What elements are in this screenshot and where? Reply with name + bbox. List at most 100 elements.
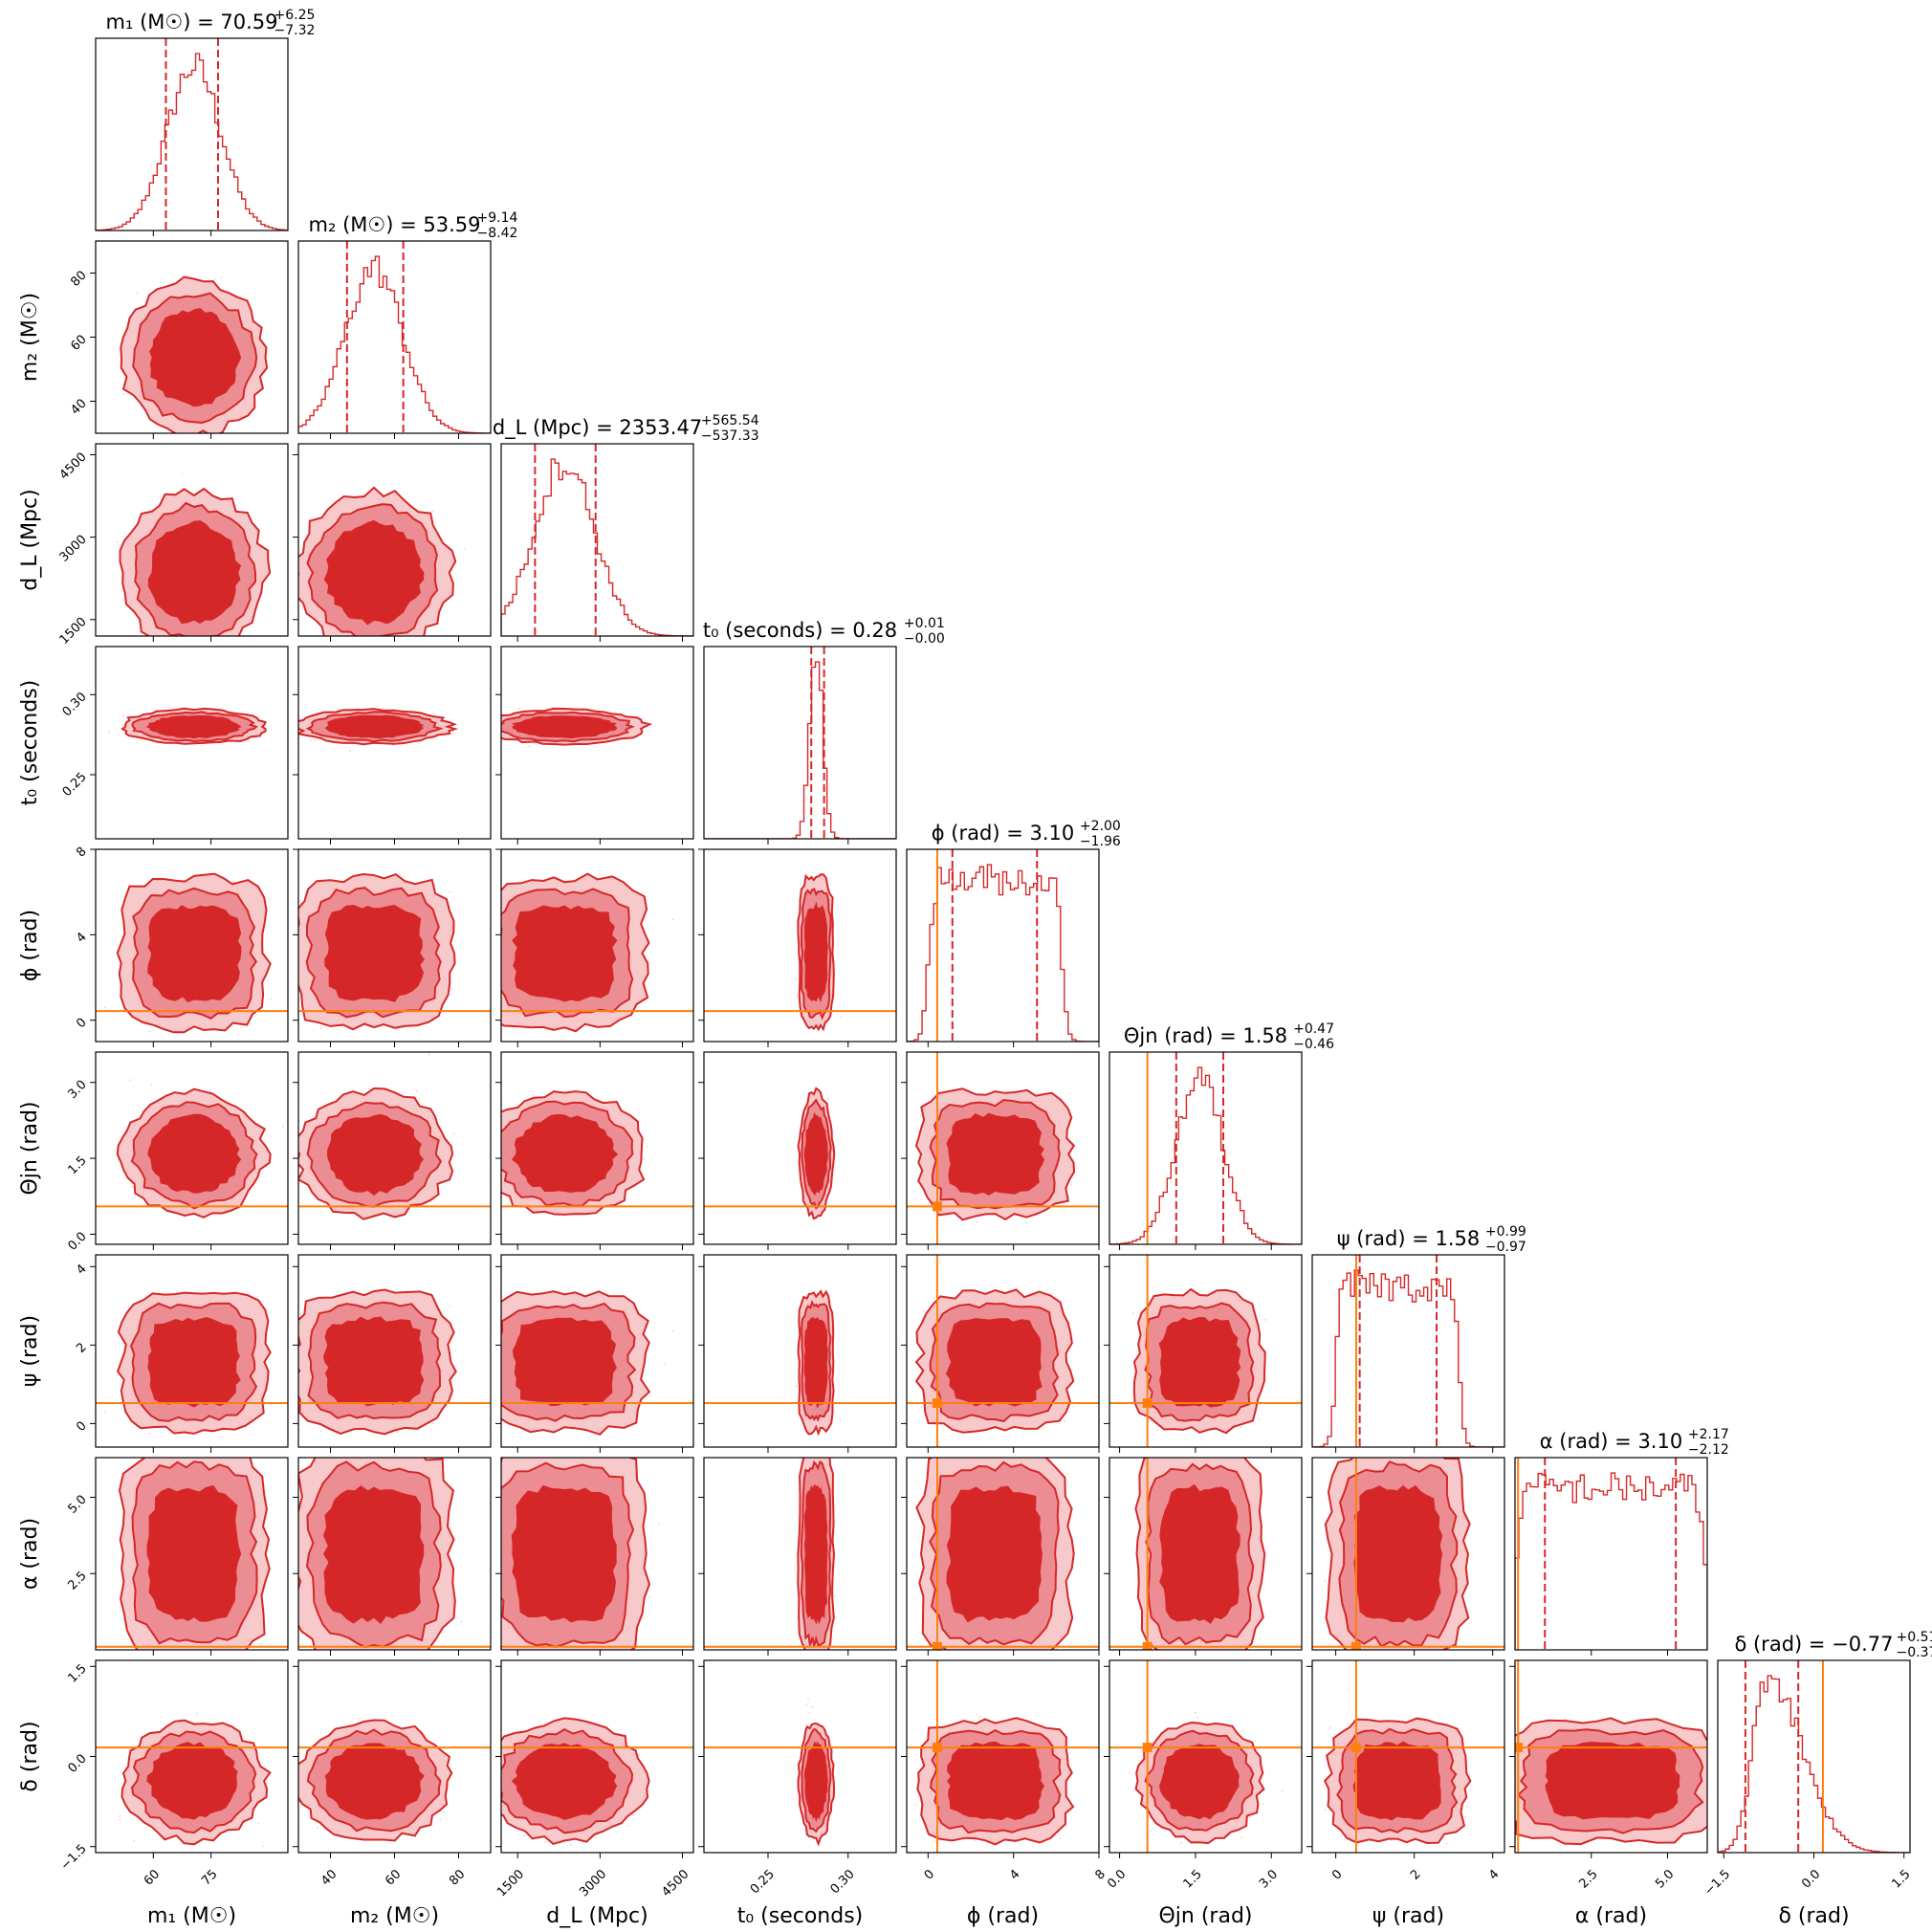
sample-point [1258, 1417, 1261, 1420]
sample-point [253, 649, 255, 651]
sample-point [103, 1006, 106, 1009]
title-t0: t₀ (seconds) = 0.28 [703, 619, 897, 642]
sample-point [269, 999, 272, 1001]
title-plus-theta: +0.47 [1293, 1021, 1334, 1037]
sample-point [796, 1400, 798, 1403]
y-tick-label: 0 [74, 1016, 89, 1031]
panel-m1-alpha: 2.55.0 [65, 1449, 289, 1656]
y-tick-label: 3000 [57, 533, 90, 565]
sample-point [1150, 1420, 1153, 1423]
title-plus-m1: +6.25 [274, 8, 316, 23]
sample-point [269, 1403, 272, 1406]
sample-point [129, 1079, 132, 1082]
histogram-bars [298, 255, 491, 433]
title-minus-theta: −0.46 [1293, 1037, 1334, 1052]
sample-point [498, 1392, 500, 1394]
y-tick-label: 1.5 [65, 1153, 89, 1177]
histogram-bars [907, 864, 1099, 1042]
sample-point [1132, 1311, 1134, 1314]
title-minus-t0: −0.00 [904, 631, 945, 647]
contour-level-3 [149, 308, 242, 407]
panel-phi-theta [901, 1051, 1100, 1250]
sample-point [496, 734, 498, 735]
sample-point [320, 1429, 322, 1432]
y-tick-label: 8 [74, 845, 89, 860]
sample-point [839, 1418, 842, 1421]
contour-level-3 [946, 1112, 1045, 1196]
sample-point [976, 1220, 977, 1223]
y-tick-label: 0.0 [65, 1229, 89, 1253]
panel-frame [500, 646, 694, 840]
contour-level-3 [803, 901, 828, 1003]
y-tick-label: 0 [74, 1418, 89, 1434]
panel-frame [703, 1051, 897, 1245]
sample-point [232, 881, 235, 884]
title-minus-phi: −1.96 [1080, 834, 1121, 849]
title-m1: m₁ (M☉) = 70.59 [106, 11, 278, 33]
sample-point [301, 607, 304, 610]
y-tick-label: 2 [74, 1340, 89, 1355]
sample-point [132, 648, 134, 650]
sample-point [532, 1093, 535, 1096]
sample-point [165, 1449, 167, 1451]
sample-point [148, 1030, 151, 1033]
sample-point [494, 723, 495, 725]
title-phi: ϕ (rad) = 3.10 [932, 822, 1074, 845]
sample-point [1064, 1419, 1066, 1422]
sample-point [289, 565, 291, 567]
sample-point [827, 1097, 830, 1100]
contour-level-3 [324, 904, 425, 1002]
sample-point [349, 750, 352, 752]
injection-marker [932, 1201, 942, 1212]
histogram-theta: Θjn (rad) = 1.58 +0.47−0.46 [1109, 1021, 1334, 1250]
contour-level-3 [147, 1317, 241, 1408]
histogram-phi: ϕ (rad) = 3.10 +2.00−1.96 [906, 819, 1121, 1047]
histogram-psi: ψ (rad) = 1.58 +0.99−0.97 [1311, 1224, 1526, 1453]
sample-point [642, 1157, 645, 1160]
sample-point [796, 995, 798, 998]
contour-level-3 [512, 905, 618, 1002]
sample-point [390, 640, 392, 642]
sample-point [136, 292, 139, 295]
sample-point [933, 1296, 935, 1299]
contour-level-3 [945, 1318, 1043, 1407]
histogram-bars [501, 458, 693, 636]
sample-point [396, 1431, 398, 1433]
title-minus-m2: −8.42 [477, 226, 518, 241]
title-psi: ψ (rad) = 1.58 [1337, 1227, 1480, 1250]
sample-point [122, 714, 125, 717]
sample-point [671, 1329, 674, 1332]
y-tick-label: 60 [68, 333, 89, 354]
title-minus-psi: −0.97 [1485, 1240, 1526, 1255]
sample-point [184, 1217, 187, 1219]
sample-point [1240, 1426, 1242, 1429]
y-tick-label: 0.30 [60, 690, 90, 719]
panel-m2-theta [293, 1051, 492, 1250]
title-plus-psi: +0.99 [1485, 1224, 1526, 1240]
histogram-t0: t₀ (seconds) = 0.28 +0.01−0.00 [703, 616, 945, 845]
sample-point [122, 393, 124, 395]
panel-frame [297, 240, 492, 434]
panel-frame [1109, 1051, 1303, 1245]
contour-level-3 [147, 1113, 242, 1194]
title-m2: m₂ (M☉) = 53.59 [309, 213, 481, 236]
panel-frame [703, 1254, 897, 1448]
sample-point [148, 1433, 151, 1436]
panel-m2-dL [289, 443, 492, 642]
sample-point [116, 540, 119, 543]
panel-frame [906, 1254, 1100, 1448]
histogram-dL: d_L (Mpc) = 2353.47+565.54−537.33 [493, 413, 759, 642]
contour-level-3 [512, 1317, 617, 1407]
sample-point [150, 1084, 153, 1087]
panel-m2-t0 [289, 646, 492, 845]
title-dL: d_L (Mpc) = 2353.47 [493, 416, 702, 440]
sample-point [289, 733, 291, 735]
panel-frame [500, 1254, 694, 1448]
sample-point [314, 738, 317, 741]
y-tick-label: 4 [74, 1262, 89, 1277]
y-tick-label: 40 [68, 397, 89, 418]
sample-point [1155, 1429, 1158, 1431]
sample-point [497, 950, 499, 952]
panel-dL-phi [495, 848, 694, 1047]
